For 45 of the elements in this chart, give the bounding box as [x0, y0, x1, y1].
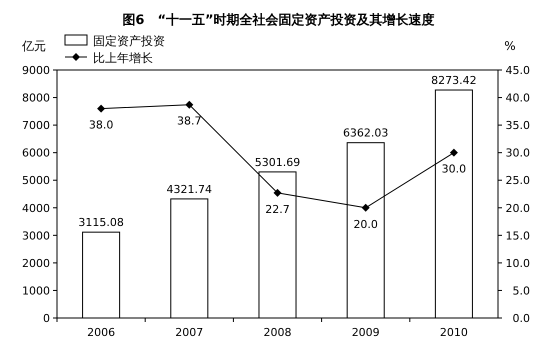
y-tick-label: 0 — [43, 312, 50, 325]
y2-tick-label: 20.0 — [506, 202, 530, 215]
legend-label: 固定资产投资 — [93, 34, 165, 48]
y2-tick-label: 0.0 — [512, 312, 530, 325]
x-tick-label: 2007 — [175, 326, 204, 339]
x-tick-label: 2010 — [440, 326, 468, 339]
y-tick-label: 3000 — [22, 229, 50, 242]
ylabel: 亿元 — [22, 39, 46, 53]
y2-tick-label: 10.0 — [506, 256, 530, 270]
legend-label: 比上年增长 — [93, 51, 153, 65]
point — [362, 204, 370, 212]
y2-tick-label: 25.0 — [506, 174, 530, 188]
y-tick-label: 9000 — [22, 64, 50, 77]
y-tick-label: 7000 — [22, 119, 50, 132]
data-label: 38.0 — [88, 118, 114, 132]
y-tick-label: 5000 — [22, 174, 50, 188]
data-label: 22.7 — [265, 202, 290, 216]
data-label: 3115.08 — [78, 216, 124, 230]
y2-tick-label: 40.0 — [506, 92, 530, 105]
point — [450, 148, 458, 157]
point — [274, 188, 282, 197]
y2-tick-label: 45.0 — [506, 64, 530, 77]
data-label: 6362.03 — [342, 126, 388, 140]
title: 图6 “十一五”时期全社会固定资产投资及其增长速度 — [122, 13, 435, 28]
y2-tick-label: 5.0 — [512, 284, 530, 298]
y2-tick-label: 35.0 — [506, 119, 530, 132]
data-label: 8273.42 — [431, 74, 477, 88]
y-tick-label: 8000 — [22, 92, 50, 105]
data-label: 20.0 — [353, 218, 378, 231]
data-label: 38.7 — [177, 114, 202, 128]
data-label: 5301.69 — [254, 156, 300, 169]
data-label: 30.0 — [442, 162, 466, 176]
y2label: % — [504, 39, 516, 53]
y-tick-label: 4000 — [22, 202, 50, 215]
y-tick-label: 2000 — [22, 256, 50, 270]
y-tick-label: 1000 — [22, 284, 50, 298]
x-tick-label: 2006 — [87, 326, 116, 339]
data-label: 4321.74 — [166, 182, 212, 196]
point — [185, 100, 194, 109]
point — [97, 104, 106, 113]
y2-tick-label: 30.0 — [506, 146, 530, 160]
y-tick-label: 6000 — [22, 146, 50, 160]
y2-tick-label: 15.0 — [506, 229, 530, 242]
x-tick-label: 2009 — [352, 326, 380, 339]
x-tick-label: 2008 — [264, 326, 292, 339]
